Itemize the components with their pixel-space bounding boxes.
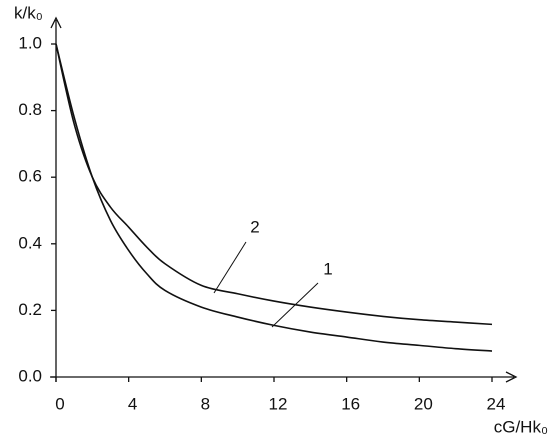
x-axis-label: cG/Hk₀ bbox=[494, 417, 548, 436]
y-tick-label: 0.0 bbox=[18, 366, 42, 385]
y-tick-label: 0.8 bbox=[18, 100, 42, 119]
x-tick-label: 12 bbox=[269, 394, 288, 413]
x-axis-arrow bbox=[505, 371, 518, 383]
x-tick-label: 24 bbox=[487, 394, 506, 413]
y-tick-label: 0.6 bbox=[18, 167, 42, 186]
x-tick-label: 20 bbox=[414, 394, 433, 413]
curve-label: 1 bbox=[323, 259, 332, 278]
y-tick-label: 1.0 bbox=[18, 33, 42, 52]
x-tick-label: 4 bbox=[128, 394, 137, 413]
y-axis-arrow bbox=[50, 16, 62, 29]
y-tick-label: 0.2 bbox=[18, 300, 42, 319]
x-tick-label: 16 bbox=[341, 394, 360, 413]
y-axis-label: k/k₀ bbox=[14, 3, 43, 22]
curve-label: 2 bbox=[250, 217, 259, 236]
curve bbox=[55, 43, 493, 352]
y-tick-label: 0.4 bbox=[18, 233, 42, 252]
x-tick-label: 8 bbox=[201, 394, 210, 413]
x-tick-label: 0 bbox=[55, 394, 64, 413]
leader-line bbox=[213, 241, 247, 294]
curve bbox=[55, 43, 493, 326]
